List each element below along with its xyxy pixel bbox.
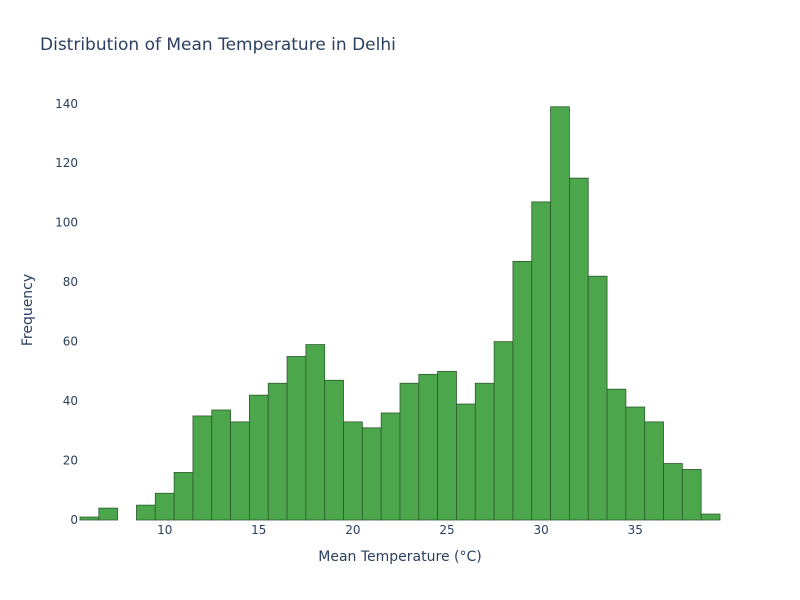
histogram-bar	[644, 421, 664, 521]
histogram-bar	[98, 507, 119, 521]
y-tick-label: 60	[63, 335, 78, 349]
y-tick-label: 120	[55, 156, 78, 170]
x-tick-label: 35	[628, 523, 643, 537]
histogram-bar	[154, 492, 175, 521]
histogram-bar	[267, 382, 288, 521]
histogram-bar	[343, 421, 363, 521]
y-tick-label: 80	[63, 275, 78, 289]
histogram-bar	[531, 201, 551, 521]
x-tick-label: 15	[251, 523, 266, 537]
histogram-bar	[173, 472, 194, 521]
y-tick-label: 0	[70, 513, 78, 527]
histogram-bar	[493, 341, 514, 521]
histogram-bar	[569, 177, 589, 521]
y-axis-label: Frequency	[20, 274, 36, 346]
histogram-bar	[437, 370, 457, 521]
x-axis-label: Mean Temperature (°C)	[318, 549, 481, 565]
histogram-bar	[380, 412, 401, 521]
histogram-bar	[700, 513, 721, 521]
x-tick-label: 10	[157, 523, 172, 537]
histogram-bar	[474, 382, 495, 521]
histogram-bar	[286, 356, 307, 521]
y-tick-label: 140	[55, 97, 78, 111]
histogram-bar	[361, 427, 382, 521]
histogram-bar	[456, 403, 476, 521]
histogram-bar	[625, 406, 646, 521]
histogram-bar	[550, 106, 570, 521]
y-tick-label: 100	[55, 216, 78, 230]
histogram-bar	[230, 421, 250, 521]
histogram-bar	[305, 344, 326, 521]
histogram-bar	[136, 504, 156, 521]
x-tick-label: 30	[534, 523, 549, 537]
histogram-bar	[606, 388, 627, 521]
histogram-bar	[663, 463, 683, 521]
x-tick-label: 20	[345, 523, 360, 537]
histogram-bar	[681, 469, 702, 521]
histogram-bar	[418, 373, 439, 521]
histogram-bar	[512, 260, 533, 521]
y-tick-label: 20	[63, 454, 78, 468]
x-axis-ticks: 10 15 20 25 30 35	[157, 523, 643, 537]
x-tick-label: 25	[439, 523, 454, 537]
histogram-bar	[399, 382, 420, 521]
histogram-bar	[211, 409, 231, 521]
histogram-bar	[324, 379, 344, 521]
histogram-bar	[587, 275, 608, 521]
histogram-bar	[79, 516, 100, 521]
histogram-bar	[249, 394, 269, 521]
histogram-bar	[192, 415, 213, 521]
chart-title: Distribution of Mean Temperature in Delh…	[40, 35, 396, 55]
y-tick-label: 40	[63, 394, 78, 408]
bars-layer	[79, 106, 721, 521]
y-axis-ticks: 0 20 40 60 80 100 120 140	[55, 97, 78, 527]
